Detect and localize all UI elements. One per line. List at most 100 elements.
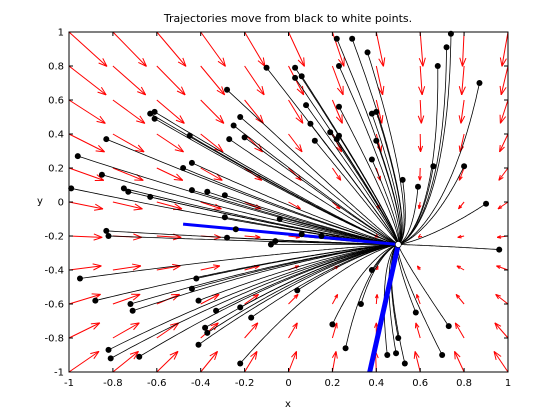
start-point-40: [373, 137, 380, 144]
field-arrow-110: [493, 350, 509, 373]
field-arrow-90: [416, 294, 421, 305]
start-point-78: [357, 301, 364, 307]
start-point-83: [412, 309, 419, 316]
start-point-25: [292, 64, 299, 71]
start-point-73: [224, 234, 231, 241]
field-arrow-8: [68, 99, 106, 124]
x-tick-label-2: -0.6: [147, 378, 167, 389]
y-tick-label-7: 0.4: [48, 130, 64, 141]
field-arrow-57: [288, 293, 299, 305]
start-point-72: [248, 314, 255, 321]
field-arrow-100: [454, 322, 465, 339]
field-arrow-31: [156, 65, 186, 96]
field-arrow-111: [494, 322, 509, 339]
x-tick-label-3: -0.4: [191, 378, 211, 389]
start-point-13: [188, 187, 195, 194]
start-point-22: [232, 226, 239, 233]
field-arrow-95: [417, 133, 424, 153]
field-arrow-98: [418, 31, 426, 67]
x-tick-label-9: 0.8: [456, 378, 472, 389]
field-arrow-16: [112, 201, 143, 211]
y-tick-label-2: -0.6: [44, 300, 64, 311]
field-arrow-93: [417, 201, 422, 210]
field-arrow-32: [156, 31, 187, 67]
field-arrow-9: [68, 65, 107, 96]
start-point-87: [105, 346, 112, 353]
field-arrow-5: [68, 201, 104, 211]
start-point-66: [195, 341, 202, 348]
eigenvector-line-1: [367, 243, 401, 373]
y-tick-label-8: 0.6: [48, 96, 64, 107]
x-tick-label-0: -1: [64, 378, 74, 389]
start-point-2: [103, 136, 110, 143]
start-point-74: [267, 241, 274, 248]
x-tick-label-8: 0.6: [412, 378, 428, 389]
field-arrow-75: [331, 65, 344, 96]
field-arrow-113: [496, 265, 509, 271]
start-point-11: [180, 165, 187, 171]
field-arrow-36: [200, 264, 221, 271]
start-point-32: [335, 132, 342, 139]
x-tick-label-7: 0.4: [368, 378, 384, 389]
start-point-10: [186, 132, 193, 139]
field-arrow-116: [498, 167, 509, 181]
field-arrow-103: [457, 234, 465, 239]
start-point-35: [335, 63, 342, 69]
start-point-3: [98, 171, 105, 178]
start-point-12: [188, 159, 195, 166]
start-point-84: [439, 352, 446, 358]
start-point-14: [204, 188, 211, 195]
field-arrow-92: [417, 233, 423, 238]
trajectory-51: [398, 244, 500, 250]
field-arrow-65: [288, 31, 305, 67]
start-point-37: [364, 49, 371, 56]
start-point-28: [307, 120, 314, 127]
field-arrow-91: [416, 265, 421, 271]
start-point-50: [483, 200, 490, 207]
field-arrow-68: [331, 294, 339, 305]
field-arrow-87: [375, 31, 386, 67]
chart-title: Trajectories move from black to white po…: [163, 12, 412, 25]
start-point-8: [151, 108, 158, 115]
field-arrow-120: [499, 31, 509, 67]
start-point-79: [368, 267, 375, 273]
field-arrow-34: [200, 322, 219, 339]
start-point-52: [292, 74, 299, 81]
field-arrow-46: [244, 293, 260, 305]
trajectory-49: [398, 82, 480, 245]
start-point-53: [276, 216, 283, 222]
start-point-57: [92, 297, 99, 304]
field-arrow-19: [112, 99, 146, 124]
field-arrow-94: [417, 167, 422, 181]
field-arrow-88: [413, 351, 421, 373]
field-arrow-119: [499, 65, 509, 96]
field-arrow-44: [244, 350, 258, 373]
x-tick-label-10: 1: [505, 378, 511, 389]
start-point-76: [329, 321, 336, 328]
field-arrow-1: [68, 322, 101, 339]
field-arrow-0: [68, 350, 100, 373]
start-point-36: [349, 35, 356, 42]
field-arrow-33: [200, 350, 219, 373]
field-arrow-96: [417, 99, 425, 124]
y-tick-label-1: -0.8: [44, 334, 64, 345]
field-arrow-30: [156, 99, 185, 124]
trajectory-52: [294, 77, 399, 245]
field-arrow-11: [112, 350, 139, 373]
field-arrow-10: [68, 31, 108, 67]
field-arrow-22: [156, 350, 179, 373]
start-point-85: [445, 323, 452, 330]
field-arrow-99: [454, 351, 465, 373]
start-point-41: [368, 156, 375, 163]
start-point-42: [399, 176, 406, 183]
field-arrow-38: [200, 201, 222, 210]
y-axis-ticks: -1 -0.8 -0.6 -0.4 -0.2 0 0.2 0.4 0.6 0.8 1: [44, 28, 508, 379]
y-tick-label-9: 0.8: [48, 62, 64, 73]
x-axis-ticks: -1 -0.8 -0.6 -0.4 -0.2 0 0.2 0.4 0.6 0.8 1: [64, 32, 511, 389]
field-arrow-54: [244, 31, 266, 67]
field-arrow-7: [68, 133, 105, 153]
x-tick-label-5: 0: [285, 378, 291, 389]
start-point-43: [415, 183, 422, 190]
start-point-51: [496, 246, 503, 253]
